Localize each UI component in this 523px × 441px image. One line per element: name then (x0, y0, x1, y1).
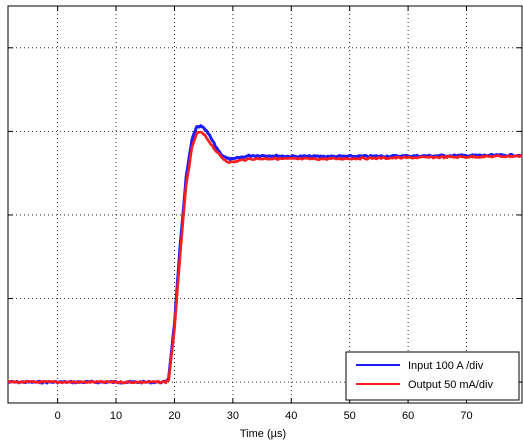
legend-label-input: Input 100 A /div (408, 360, 484, 372)
series-lines (7, 124, 523, 385)
x-tick-label: 40 (285, 410, 297, 422)
x-tick-label: 20 (168, 410, 180, 422)
x-tick-label: 10 (110, 410, 122, 422)
x-tick-label: 0 (55, 410, 61, 422)
legend: Input 100 A /div Output 50 mA/div (345, 351, 520, 401)
x-tick-label: 70 (460, 410, 472, 422)
x-tick-label: 60 (402, 410, 414, 422)
x-tick-label: 50 (344, 410, 356, 422)
x-tick-label: 30 (227, 410, 239, 422)
plot-frame (7, 5, 523, 404)
series-output-line (7, 130, 523, 385)
ticks: 0 10 20 30 40 50 60 70 (8, 6, 522, 422)
legend-label-output: Output 50 mA/div (408, 379, 493, 391)
x-axis-label: Time (µs) (240, 428, 286, 440)
legend-box (345, 351, 520, 401)
